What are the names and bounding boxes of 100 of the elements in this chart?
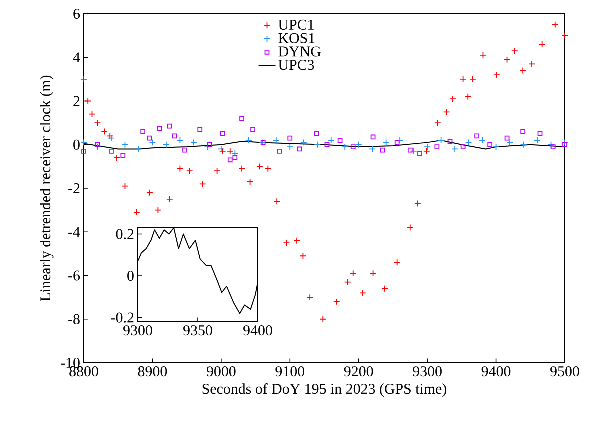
x-tick-label: 9500 xyxy=(550,366,580,377)
point xyxy=(246,178,254,186)
point xyxy=(520,141,528,148)
point xyxy=(306,294,314,301)
point xyxy=(469,76,476,83)
point xyxy=(300,252,307,260)
point xyxy=(460,144,466,150)
point xyxy=(94,120,102,126)
point xyxy=(328,137,335,144)
x-tick-label: 9400 xyxy=(244,326,272,336)
point xyxy=(511,48,518,55)
point xyxy=(297,146,302,152)
point xyxy=(443,108,450,116)
point xyxy=(140,129,146,134)
legend-label: UPC3 xyxy=(278,60,314,70)
legend-label: DYNG xyxy=(278,46,321,57)
y-tick-label: -6 xyxy=(68,270,80,281)
point xyxy=(350,270,357,278)
point xyxy=(562,142,568,148)
point xyxy=(448,139,453,144)
point xyxy=(434,120,442,126)
point xyxy=(538,132,543,136)
x-tick-label: 9350 xyxy=(184,326,212,336)
point xyxy=(238,165,246,172)
point xyxy=(506,139,514,146)
point xyxy=(148,136,152,141)
point xyxy=(146,189,154,196)
point xyxy=(382,139,390,146)
point xyxy=(370,270,377,278)
legend-label: UPC1 xyxy=(278,20,314,30)
point xyxy=(450,96,456,103)
point xyxy=(460,76,467,83)
point xyxy=(434,144,440,150)
legend-label: KOS1 xyxy=(278,33,315,44)
x-tick-label: 9400 xyxy=(482,366,511,377)
point xyxy=(314,141,322,148)
point xyxy=(418,151,422,156)
point xyxy=(172,134,178,139)
point xyxy=(538,41,546,48)
point xyxy=(122,182,129,190)
y-axis-title: Linearly detrended receiver clock (m) xyxy=(40,76,54,302)
point xyxy=(355,141,362,148)
point xyxy=(288,136,293,141)
y-tick-label: 6 xyxy=(74,8,80,20)
point xyxy=(182,148,188,153)
point xyxy=(277,148,282,154)
point xyxy=(410,148,418,155)
x-tick-label: 9000 xyxy=(206,366,236,377)
point xyxy=(350,144,356,150)
point xyxy=(157,126,162,131)
point xyxy=(176,137,184,144)
point xyxy=(149,139,156,146)
point xyxy=(338,138,343,143)
point xyxy=(320,316,327,323)
point xyxy=(84,98,92,105)
point xyxy=(300,139,308,146)
point xyxy=(394,140,400,146)
x-axis-title: Seconds of DoY 195 in 2023 (GPS time) xyxy=(202,383,446,398)
point xyxy=(120,153,126,158)
point xyxy=(534,137,541,144)
point xyxy=(133,209,140,216)
point xyxy=(465,139,472,146)
y-tick-label: -0.2 xyxy=(111,312,134,323)
point xyxy=(176,165,184,172)
point xyxy=(424,144,432,150)
x-tick-label: 9100 xyxy=(276,366,305,377)
point xyxy=(438,137,445,144)
point xyxy=(136,146,142,153)
point xyxy=(95,142,100,148)
point xyxy=(286,144,294,150)
point xyxy=(232,156,238,160)
point xyxy=(240,116,244,122)
x-tick-label: 8800 xyxy=(70,366,98,377)
y-tick-label: -4 xyxy=(68,227,80,238)
point xyxy=(342,144,349,150)
point xyxy=(122,141,129,148)
point xyxy=(396,137,404,144)
point xyxy=(488,142,493,148)
point xyxy=(520,129,526,134)
point xyxy=(245,137,252,144)
point xyxy=(80,76,88,83)
point xyxy=(394,259,401,266)
point xyxy=(360,290,366,297)
point xyxy=(528,60,536,68)
point xyxy=(166,196,174,203)
point xyxy=(504,56,511,64)
point xyxy=(380,148,386,153)
point xyxy=(552,21,559,28)
point xyxy=(314,132,320,136)
point xyxy=(264,165,272,172)
point xyxy=(562,139,568,146)
point xyxy=(370,134,376,140)
point xyxy=(382,285,388,292)
point xyxy=(80,139,88,146)
y-tick-label: 2 xyxy=(74,96,80,106)
point xyxy=(94,144,102,150)
point xyxy=(414,200,422,208)
point xyxy=(562,32,568,40)
point xyxy=(207,142,212,148)
point xyxy=(228,158,233,163)
